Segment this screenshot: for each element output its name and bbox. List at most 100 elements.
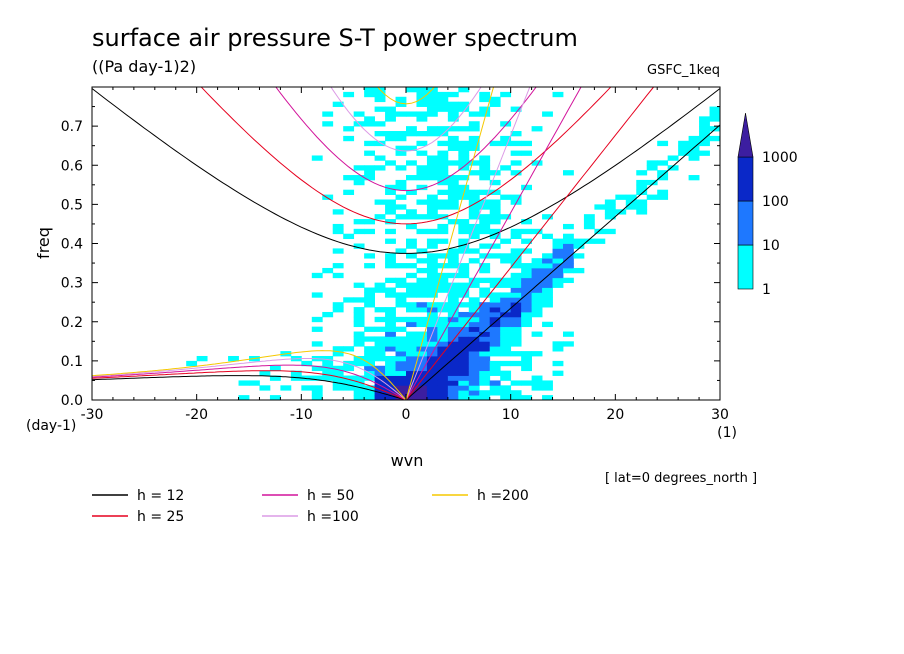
power-cell: [563, 233, 574, 240]
power-cell: [489, 311, 501, 318]
power-cell: [552, 238, 564, 244]
power-cell: [489, 179, 501, 186]
power-cell: [290, 375, 302, 381]
power-cell: [458, 150, 470, 156]
power-cell: [406, 111, 417, 117]
power-cell: [489, 385, 501, 391]
power-cell: [625, 204, 637, 210]
power-cell: [374, 341, 386, 347]
power-cell: [447, 189, 459, 195]
power-cell: [458, 390, 470, 396]
power-cell: [259, 385, 271, 391]
power-cell: [437, 199, 449, 205]
power-cell: [395, 385, 407, 391]
power-cell: [510, 170, 522, 176]
power-cell: [636, 184, 648, 191]
power-cell: [468, 311, 480, 318]
power-cell: [406, 321, 417, 328]
power-cell: [406, 375, 417, 381]
power-cell: [468, 248, 480, 254]
power-cell: [542, 282, 553, 288]
x-tick-label: -20: [185, 407, 208, 423]
power-cell: [447, 219, 459, 225]
power-cell: [395, 214, 407, 220]
power-cell: [479, 311, 491, 318]
power-cell: [500, 91, 512, 98]
power-cell: [385, 258, 396, 264]
power-cell: [364, 253, 375, 259]
power-cell: [385, 277, 396, 284]
power-cell: [489, 282, 501, 288]
power-cell: [500, 135, 512, 142]
power-cell: [364, 395, 375, 400]
power-cell: [489, 292, 501, 298]
power-cell: [374, 370, 386, 376]
power-cell: [374, 199, 386, 205]
kelvin-curve: [405, 87, 582, 400]
power-cell: [688, 150, 700, 156]
power-cell: [699, 131, 710, 137]
power-cell: [301, 385, 313, 391]
power-cell: [406, 282, 417, 288]
power-cell: [353, 307, 365, 313]
power-cell: [416, 199, 428, 205]
power-cell: [563, 223, 574, 230]
power-cell: [353, 380, 365, 386]
power-cell: [385, 395, 396, 400]
power-cell: [395, 375, 407, 381]
power-cell: [416, 87, 428, 93]
power-cell: [510, 395, 522, 400]
power-cell: [489, 336, 501, 342]
inertia-gravity-curve: [200, 87, 612, 225]
power-cell: [311, 326, 323, 332]
power-cell: [468, 321, 480, 328]
power-cell: [311, 272, 323, 279]
power-cell: [395, 96, 407, 103]
power-cell: [489, 243, 501, 249]
colorbar-level-label: 1000: [762, 150, 798, 166]
power-cell: [510, 302, 522, 308]
power-cell: [479, 243, 491, 249]
power-cell: [552, 91, 564, 98]
power-cell: [437, 126, 449, 132]
power-cell: [385, 189, 396, 195]
power-cell: [332, 302, 344, 308]
power-cell: [678, 145, 689, 151]
power-cell: [458, 326, 470, 332]
power-cell: [395, 131, 407, 137]
power-cell: [426, 126, 438, 132]
power-cell: [479, 253, 491, 259]
power-cell: [406, 175, 417, 181]
power-cell: [437, 395, 449, 400]
power-cell: [542, 287, 553, 293]
power-cell: [426, 380, 438, 386]
power-cell: [374, 121, 386, 127]
power-cell: [479, 395, 491, 400]
power-cell: [489, 101, 501, 107]
power-cell: [426, 287, 438, 293]
power-cell: [521, 267, 532, 274]
power-cell: [447, 287, 459, 293]
power-cell: [426, 282, 438, 288]
power-cell: [542, 321, 553, 328]
power-cell: [353, 219, 365, 225]
power-cell: [395, 370, 407, 376]
power-cell: [468, 135, 480, 142]
power-cell: [699, 150, 710, 156]
y-tick-label: 0.3: [61, 276, 83, 292]
power-cell: [437, 277, 449, 284]
power-cell: [458, 223, 470, 230]
power-cell: [552, 346, 564, 352]
power-cell: [468, 233, 480, 240]
power-cell: [374, 365, 386, 372]
power-cell: [395, 145, 407, 151]
power-cell: [437, 326, 449, 332]
power-cell: [269, 375, 281, 381]
power-cell: [385, 370, 396, 376]
power-cell: [479, 390, 491, 396]
power-cell: [468, 390, 480, 396]
power-cell: [573, 253, 585, 259]
power-cell: [374, 346, 386, 352]
power-cell: [657, 194, 669, 200]
power-cell: [479, 165, 491, 171]
